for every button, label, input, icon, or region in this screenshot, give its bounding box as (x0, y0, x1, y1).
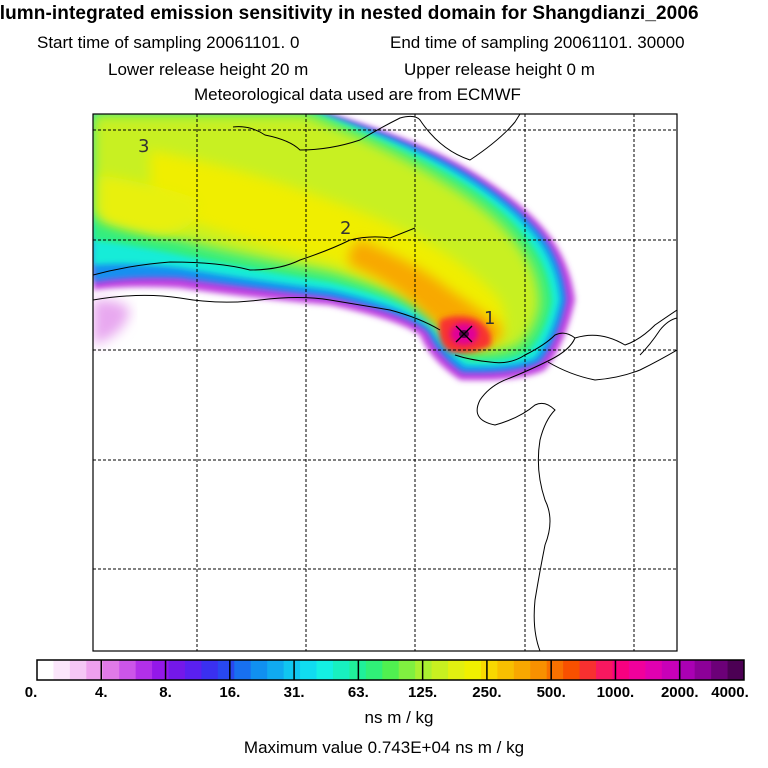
map-frame (92, 113, 678, 652)
colorbar-swatch (480, 660, 498, 680)
colorbar-swatch (694, 660, 712, 680)
colorbar-swatch (365, 660, 383, 680)
colorbar-swatch (201, 660, 219, 680)
colorbar-swatch (678, 660, 696, 680)
colorbar-swatch (546, 660, 564, 680)
colorbar-swatch (119, 660, 137, 680)
colorbar-tick-label: 250. (472, 684, 502, 701)
colorbar-swatch (711, 660, 729, 680)
colorbar-swatch (152, 660, 170, 680)
colorbar-swatch (53, 660, 71, 680)
colorbar-swatch (464, 660, 482, 680)
colorbar-swatch (102, 660, 120, 680)
plume-label-2: 2 (340, 218, 351, 239)
colorbar-tick-label: 500. (536, 684, 566, 701)
colorbar-swatch (398, 660, 416, 680)
colorbar-swatch (612, 660, 630, 680)
colorbar-tick-label: 16. (219, 684, 241, 701)
lower-release-text: Lower release height 20 m (108, 60, 309, 79)
meteo-text: Meteorological data used are from ECMWF (194, 85, 521, 104)
colorbar-tick-label: 4000. (711, 684, 749, 701)
colorbar-swatch (645, 660, 663, 680)
colorbar-tick-label: 31. (283, 684, 305, 701)
colorbar-swatch (234, 660, 252, 680)
colorbar-swatch (135, 660, 153, 680)
colorbar-swatch (37, 660, 54, 680)
sampling-start-text: Start time of sampling 20061101. 0 (37, 33, 300, 52)
colorbar-swatch (513, 660, 531, 680)
colorbar-swatch (661, 660, 679, 680)
colorbar-tick-label: 4. (95, 684, 108, 701)
colorbar-swatch (431, 660, 449, 680)
plume-label-1: 1 (484, 308, 495, 329)
receptor-marker (455, 325, 473, 343)
colorbar-swatch (69, 660, 87, 680)
colorbar-swatch (267, 660, 285, 680)
colorbar-swatch (382, 660, 400, 680)
colorbar-tick-label: 125. (408, 684, 438, 701)
colorbar-swatch (727, 660, 745, 680)
colorbar-swatch (415, 660, 433, 680)
map-grid (93, 114, 677, 651)
colorbar-swatch (332, 660, 350, 680)
colorbar-tick-label: 63. (347, 684, 369, 701)
colorbar-tick-label: 0. (24, 684, 38, 701)
colorbar-units: ns m / kg (364, 708, 434, 727)
map-title: olumn-integrated emission sensitivity in… (0, 3, 699, 24)
colorbar-swatch (530, 660, 548, 680)
colorbar-swatch (184, 660, 202, 680)
colorbar-frame (36, 659, 745, 681)
colorbar-ticks (100, 660, 681, 680)
colorbar-swatch (283, 660, 301, 680)
colorbar-swatch (448, 660, 465, 680)
colorbar-swatch (596, 660, 613, 680)
colorbar-swatch (563, 660, 581, 680)
plume-label-3: 3 (138, 136, 149, 157)
max-value-text: Maximum value 0.743E+04 ns m / kg (243, 738, 525, 757)
colorbar-swatch (86, 660, 104, 680)
colorbar-tick-label: 2000. (660, 684, 699, 701)
sampling-end-text: End time of sampling 20061101. 30000 (390, 33, 685, 52)
coastlines (93, 114, 677, 651)
colorbar (37, 660, 745, 680)
colorbar-swatch (250, 660, 268, 680)
plume-yellow-west (100, 175, 200, 235)
plume-fringe-light (93, 299, 130, 345)
colorbar-swatch (316, 660, 334, 680)
colorbar-swatch (628, 660, 646, 680)
colorbar-swatch (217, 660, 235, 680)
colorbar-swatch (497, 660, 515, 680)
colorbar-tick-label: 8. (159, 684, 172, 701)
colorbar-swatch (579, 660, 597, 680)
colorbar-swatch (300, 660, 318, 680)
colorbar-tick-label: 1000. (596, 684, 635, 701)
upper-release-text: Upper release height 0 m (404, 60, 595, 79)
colorbar-swatch (168, 660, 186, 680)
